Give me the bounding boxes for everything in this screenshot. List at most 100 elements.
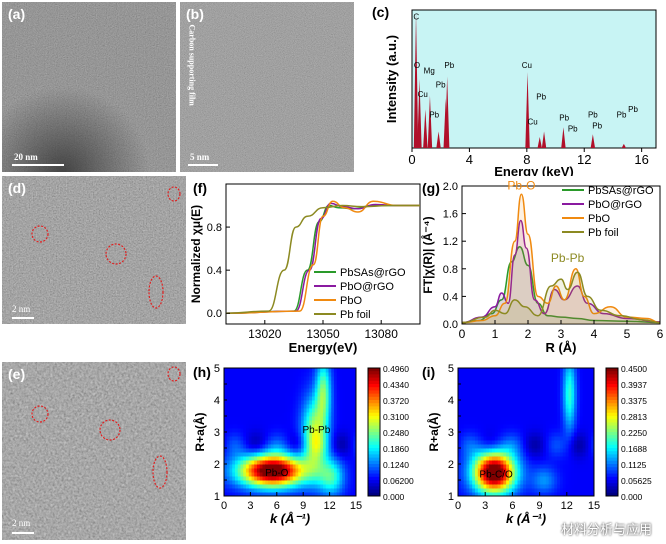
h-colorbar-label: 0.06200 [383, 476, 414, 486]
i-cell [463, 472, 467, 477]
i-cell [582, 480, 586, 485]
i-cell [475, 412, 479, 417]
h-cell [290, 384, 294, 389]
i-cell [506, 412, 510, 417]
i-cell [477, 452, 482, 457]
i-cell [463, 388, 467, 393]
h-cell [248, 396, 252, 401]
h-cell [284, 472, 288, 477]
i-cell [469, 392, 473, 397]
i-cell [554, 476, 558, 481]
h-cell [314, 408, 318, 413]
i-cell [585, 440, 589, 445]
h-cell [336, 472, 340, 477]
h-cell [323, 472, 327, 477]
h-cell [314, 448, 318, 453]
i-cell [591, 380, 595, 385]
h-cell [350, 456, 354, 461]
g-legend-label: PbSAs@rGO [588, 185, 654, 197]
h-cell [232, 432, 236, 437]
h-cell [353, 484, 357, 489]
h-cell [246, 380, 250, 385]
h-cell [226, 472, 230, 477]
i-cell [548, 392, 552, 397]
i-cell [509, 468, 513, 473]
i-cell [520, 400, 524, 405]
i-cell [585, 416, 589, 421]
i-cell [511, 480, 516, 485]
h-cell [270, 412, 274, 417]
h-cell [320, 488, 324, 493]
h-cell [243, 400, 247, 405]
h-cell [226, 484, 230, 489]
h-cell [281, 488, 285, 493]
i-cell [577, 420, 581, 425]
h-cell [229, 436, 233, 441]
i-cell [458, 432, 462, 437]
i-cell [483, 388, 487, 393]
h-cell [237, 480, 241, 485]
h-cell [229, 404, 233, 409]
h-cell [314, 396, 318, 401]
i-cell [548, 476, 552, 481]
i-cell [548, 384, 552, 389]
i-cell [554, 456, 558, 461]
h-cell [273, 464, 277, 469]
i-cell [591, 444, 595, 449]
i-cell [475, 404, 479, 409]
i-cell [551, 372, 555, 377]
h-cell [226, 424, 230, 429]
h-cell [268, 384, 272, 389]
h-cell [336, 448, 340, 453]
i-cell [503, 404, 507, 409]
h-cell [317, 392, 321, 397]
eds-x-tick-label: 0 [408, 152, 415, 167]
h-cell [298, 392, 302, 397]
i-cell [517, 476, 521, 481]
i-cell [460, 456, 465, 461]
h-cell [287, 412, 291, 417]
h-cell [350, 388, 354, 393]
i-cell [585, 476, 589, 481]
i-cell [492, 484, 496, 489]
h-cell [314, 404, 318, 409]
i-cell [528, 472, 533, 477]
i-colorbar-step [606, 377, 618, 382]
h-cell [254, 416, 258, 421]
h-cell [235, 448, 239, 453]
i-cell [517, 372, 521, 377]
i-cell [540, 372, 544, 377]
h-cell [281, 404, 285, 409]
h-cell [328, 456, 332, 461]
i-colorbar-step [606, 432, 618, 436]
h-cell [292, 440, 296, 445]
h-cell [243, 488, 247, 493]
i-cell [551, 400, 555, 405]
h-cell [284, 488, 288, 493]
i-cell [523, 448, 527, 453]
i-cell [588, 424, 592, 429]
i-cell [460, 428, 465, 433]
h-cell [240, 376, 244, 381]
i-cell [537, 384, 541, 389]
h-cell [290, 468, 294, 473]
i-cell [577, 396, 581, 401]
h-cell [240, 444, 244, 449]
i-cell [458, 468, 462, 473]
i-cell [497, 468, 501, 473]
h-cell [336, 412, 340, 417]
h-cell [317, 400, 321, 405]
h-cell [279, 464, 283, 469]
i-cell [506, 420, 510, 425]
i-cell [523, 372, 527, 377]
i-cell [480, 416, 484, 421]
h-cell [284, 380, 288, 385]
h-cell [248, 408, 252, 413]
i-cell [469, 416, 473, 421]
h-cell [301, 448, 305, 453]
h-cell [248, 416, 252, 421]
i-cell [466, 460, 470, 465]
i-cell [531, 468, 535, 473]
i-cell [574, 456, 578, 461]
h-cell [331, 456, 335, 461]
